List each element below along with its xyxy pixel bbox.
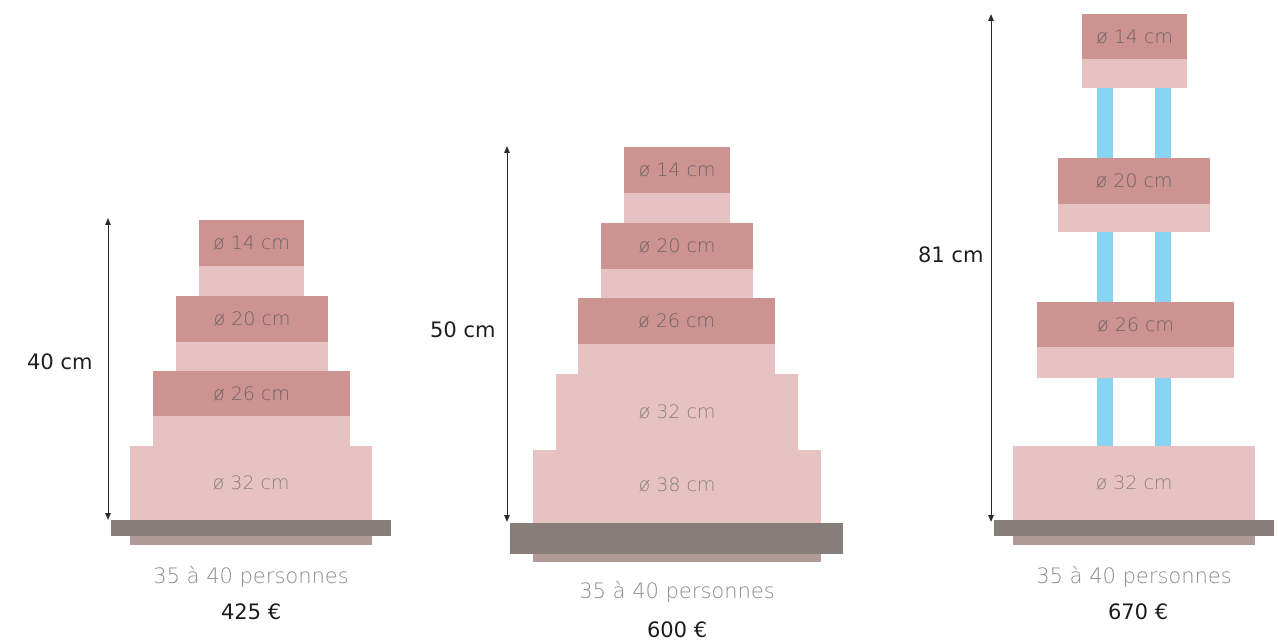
cake-board-base [1013, 536, 1255, 545]
tier-38-label: ø 38 cm [638, 474, 716, 496]
tier-32-body [556, 374, 798, 450]
tier-32-label: ø 32 cm [212, 472, 290, 494]
tier-14-label: ø 14 cm [638, 159, 716, 181]
tier-26-side [1037, 347, 1234, 378]
cake-board [510, 523, 843, 554]
cake-board [111, 520, 391, 536]
pillar-left [1097, 88, 1113, 446]
height-arrow-bottom [504, 515, 510, 522]
tier-14-label: ø 14 cm [1096, 25, 1173, 48]
tier-20-side [601, 269, 753, 298]
cake-board-base [533, 554, 821, 562]
height-line [108, 222, 109, 516]
tier-20-label: ø 20 cm [213, 308, 291, 330]
tier-26-top [1037, 302, 1234, 347]
tier-32-body [130, 446, 372, 520]
tier-26-label: ø 26 cm [213, 382, 290, 405]
tier-14-top [624, 147, 730, 193]
tier-26-top [153, 371, 350, 416]
tier-26-label: ø 26 cm [638, 310, 715, 332]
height-arrow-bottom [105, 513, 111, 520]
tier-32-label: ø 32 cm [638, 401, 716, 423]
tier-20-top [601, 223, 753, 269]
tier-26-side [578, 344, 775, 374]
price-label: 670 € [1107, 600, 1169, 624]
tier-26-top [578, 298, 775, 344]
height-label: 50 cm [430, 318, 496, 342]
height-arrow-top [988, 14, 994, 21]
tier-26-label: ø 26 cm [1097, 313, 1174, 336]
cake-board [994, 520, 1274, 536]
tier-20-label: ø 20 cm [1095, 170, 1173, 192]
price-label: 600 € [646, 618, 708, 642]
height-label: 81 cm [918, 243, 984, 267]
servings-label: 35 à 40 personnes [579, 579, 775, 603]
height-label: 40 cm [27, 350, 93, 374]
height-arrow-bottom [988, 515, 994, 522]
cake-board-base [130, 536, 372, 545]
tier-14-top [199, 220, 304, 266]
servings-label: 35 à 40 personnes [1036, 564, 1232, 588]
tier-20-side [1058, 204, 1210, 232]
tier-20-top [1058, 158, 1210, 204]
tier-14-label: ø 14 cm [213, 232, 290, 254]
tier-14-side [199, 266, 304, 296]
tier-14-top [1082, 14, 1187, 59]
price-label: 425 € [220, 600, 282, 624]
tier-38-body [533, 450, 821, 523]
height-arrow-top [504, 146, 510, 153]
servings-label: 35 à 40 personnes [153, 564, 349, 588]
tier-14-side [624, 193, 730, 223]
tier-32-label: ø 32 cm [1095, 472, 1173, 494]
tier-20-label: ø 20 cm [638, 235, 716, 257]
tier-26-side [153, 416, 350, 446]
height-line [507, 150, 508, 518]
tier-32-body [1013, 446, 1255, 520]
tier-14-side [1082, 59, 1187, 88]
pillar-right [1155, 88, 1171, 446]
tier-20-top [176, 296, 328, 342]
height-arrow-top [105, 218, 111, 225]
tier-20-side [176, 342, 328, 371]
height-line [991, 18, 992, 518]
